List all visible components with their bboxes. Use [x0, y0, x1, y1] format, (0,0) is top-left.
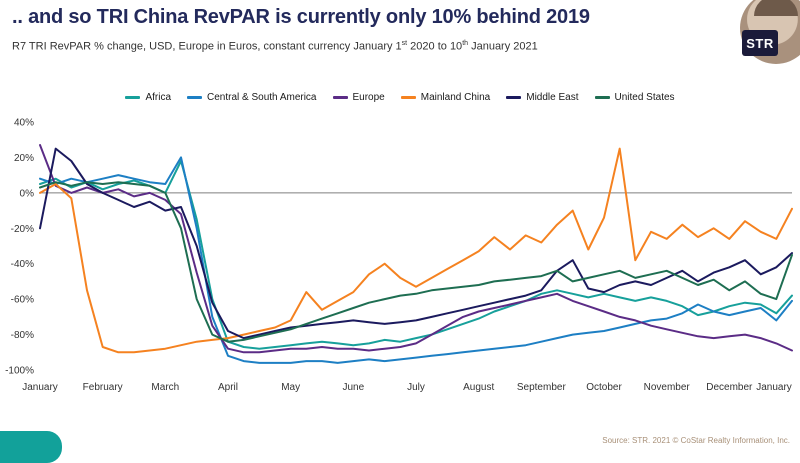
- revpar-line-chart: 40% 20% 0% -20% -40% -60% -80% -100% January Febr…: [5, 118, 793, 393]
- legend-swatch-europe: [332, 96, 348, 99]
- x-axis-tick-label: January: [756, 382, 792, 393]
- str-logo: STR: [742, 30, 778, 56]
- legend-item-central-south-america: Central & South America: [187, 92, 317, 103]
- y-axis-tick-label: -100%: [5, 366, 34, 377]
- legend-swatch-united-states: [594, 96, 610, 99]
- series-line-europe: [39, 144, 793, 354]
- str-logo-text: STR: [746, 35, 774, 51]
- legend-item-mainland-china: Mainland China: [400, 92, 491, 103]
- series-line-central-south-america: [39, 156, 793, 364]
- legend-swatch-mainland-china: [400, 96, 416, 99]
- legend-swatch-africa: [125, 96, 141, 99]
- subtitle-superscript-th: th: [462, 40, 469, 47]
- x-axis-tick-label: April: [218, 382, 238, 393]
- y-axis-tick-label: 0%: [20, 188, 35, 199]
- legend-item-united-states: United States: [594, 92, 675, 103]
- x-axis-tick-label: July: [407, 382, 425, 393]
- y-axis-tick-label: -20%: [11, 224, 34, 235]
- legend-swatch-central-south-america: [187, 96, 202, 99]
- chart-legend: Africa Central & South America Europe Mainl…: [0, 92, 800, 103]
- legend-label-africa: Africa: [145, 92, 171, 103]
- legend-swatch-middle-east: [506, 96, 522, 99]
- x-axis-tick-label: March: [151, 382, 179, 393]
- x-axis-tick-label: February: [83, 382, 123, 393]
- x-axis-tick-label: May: [281, 382, 300, 393]
- subtitle-text-1: R7 TRI RevPAR % change, USD, Europe in E…: [12, 40, 402, 53]
- series-line-middle-east: [39, 147, 793, 340]
- y-axis-tick-label: -60%: [11, 295, 34, 306]
- subtitle-text-3: January 2021: [468, 40, 538, 53]
- source-attribution: Source: STR. 2021 © CoStar Realty Inform…: [602, 436, 790, 445]
- x-axis-tick-label: September: [517, 382, 567, 393]
- subtitle-superscript-st: st: [401, 40, 408, 47]
- page-title: .. and so TRI China RevPAR is currently …: [12, 6, 590, 28]
- legend-item-africa: Africa: [125, 92, 171, 103]
- legend-label-middle-east: Middle East: [526, 92, 579, 103]
- x-axis-tick-label: January: [22, 382, 58, 393]
- y-axis-tick-label: 20%: [14, 153, 34, 164]
- decorative-teal-pill: [0, 431, 62, 463]
- x-axis-tick-label: November: [644, 382, 691, 393]
- legend-label-mainland-china: Mainland China: [420, 92, 491, 103]
- legend-item-middle-east: Middle East: [506, 92, 579, 103]
- legend-item-europe: Europe: [332, 92, 385, 103]
- legend-label-central-south-america: Central & South America: [207, 92, 317, 103]
- legend-label-europe: Europe: [352, 92, 385, 103]
- x-axis-tick-label: October: [586, 382, 622, 393]
- series-line-united-states: [39, 181, 793, 343]
- y-axis-tick-label: -40%: [11, 259, 34, 270]
- chart-subtitle: R7 TRI RevPAR % change, USD, Europe in E…: [12, 40, 712, 53]
- y-axis-tick-label: -80%: [11, 330, 34, 341]
- y-axis-tick-label: 40%: [14, 118, 34, 129]
- legend-label-united-states: United States: [614, 92, 675, 103]
- subtitle-text-2: 2020 to 10: [407, 40, 463, 53]
- presenter-avatar: STR: [740, 0, 800, 64]
- x-axis-tick-label: December: [706, 382, 753, 393]
- series-line-mainland-china: [39, 147, 793, 354]
- x-axis-tick-label: June: [342, 382, 364, 393]
- chart-area: 40% 20% 0% -20% -40% -60% -80% -100% January Febr…: [0, 108, 800, 408]
- avatar-hair-shape: [754, 0, 798, 16]
- x-axis-tick-label: August: [463, 382, 494, 393]
